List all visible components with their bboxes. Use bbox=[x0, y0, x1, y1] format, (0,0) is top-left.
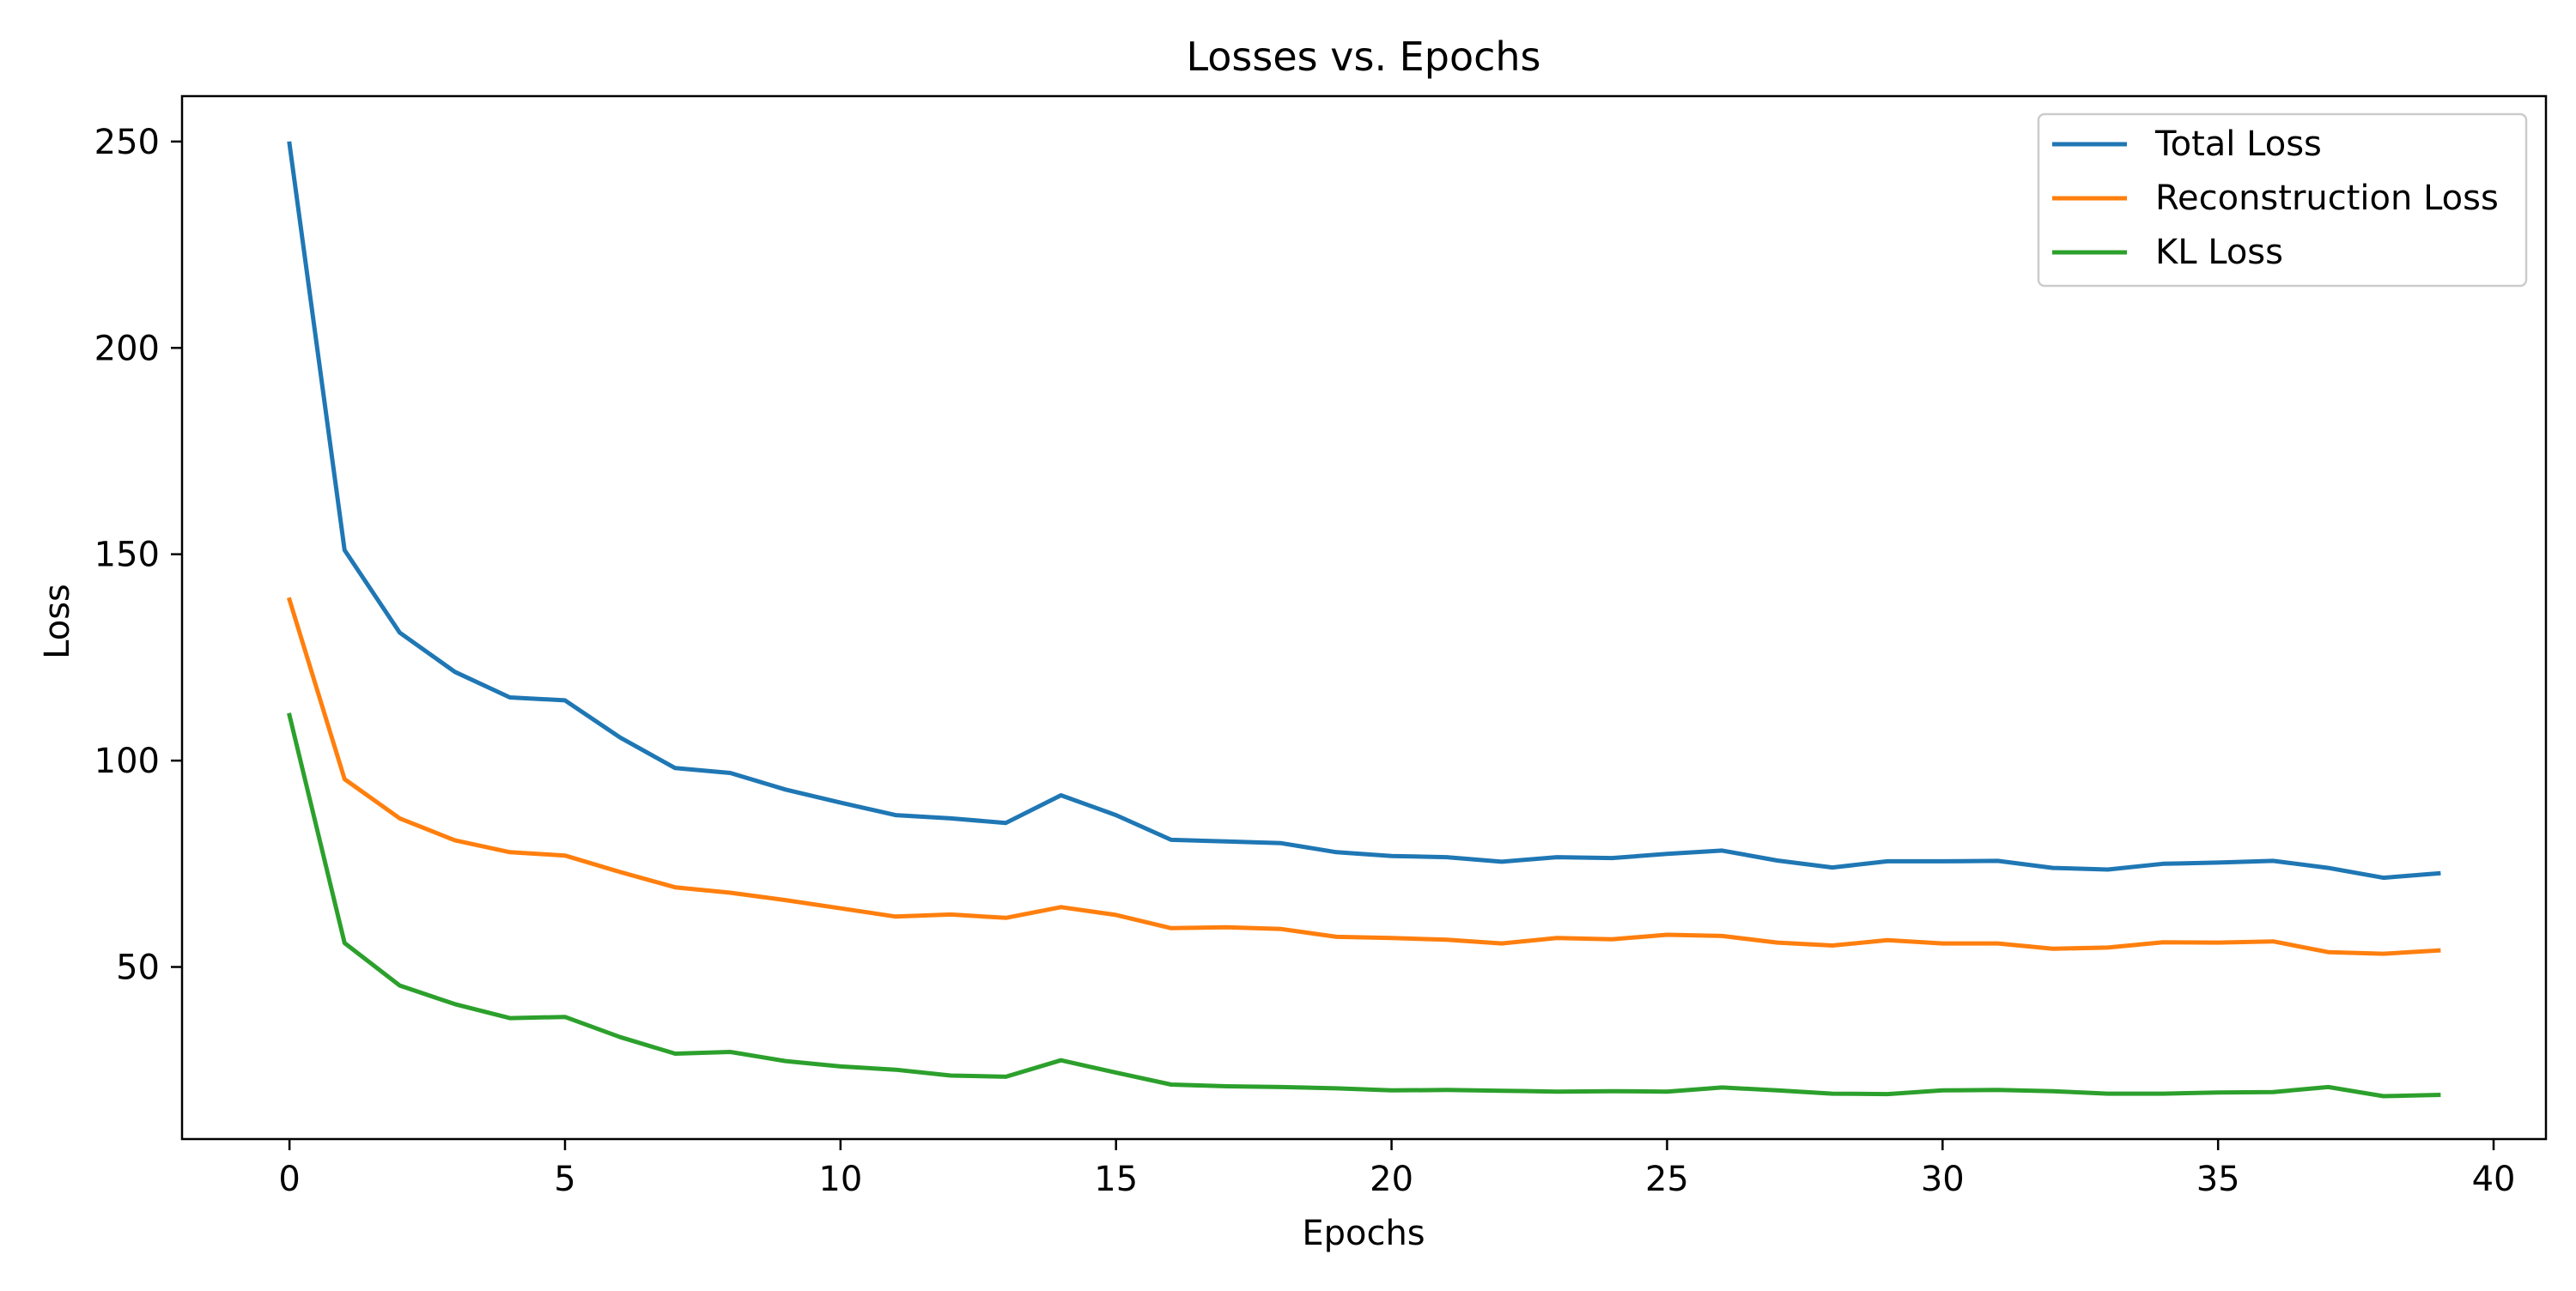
legend-label-reconstruction-loss: Reconstruction Loss bbox=[2155, 179, 2499, 218]
legend: Total Loss Reconstruction Loss KL Loss bbox=[2037, 112, 2528, 288]
y-axis-label: Loss bbox=[38, 584, 77, 659]
y-tick-label: 50 bbox=[116, 949, 160, 988]
series-lines bbox=[286, 141, 2441, 1099]
y-tick-label: 100 bbox=[94, 742, 160, 781]
series-line-kl-loss bbox=[287, 712, 2441, 1099]
x-tick-label: 5 bbox=[554, 1160, 575, 1199]
x-tick-label: 0 bbox=[278, 1160, 300, 1199]
x-tick-label: 10 bbox=[818, 1160, 862, 1199]
x-axis-label: Epochs bbox=[1302, 1214, 1425, 1253]
x-tick-label: 15 bbox=[1094, 1160, 1138, 1199]
x-tick-label: 25 bbox=[1645, 1160, 1689, 1199]
x-axis-ticks: 0 5 10 15 20 25 30 35 40 bbox=[278, 1139, 2515, 1199]
legend-label-kl-loss: KL Loss bbox=[2155, 233, 2283, 272]
legend-box bbox=[2037, 112, 2528, 288]
series-line-reconstruction-loss bbox=[286, 597, 2441, 956]
legend-label-total-loss: Total Loss bbox=[2154, 124, 2322, 164]
x-tick-label: 30 bbox=[1921, 1160, 1965, 1199]
x-tick-label: 20 bbox=[1370, 1160, 1413, 1199]
x-tick-label: 35 bbox=[2196, 1160, 2240, 1199]
y-tick-label: 150 bbox=[94, 536, 160, 575]
x-tick-label: 40 bbox=[2472, 1160, 2516, 1199]
chart-title: Losses vs. Epochs bbox=[1186, 33, 1540, 80]
y-tick-label: 250 bbox=[94, 123, 160, 162]
series-line-total-loss bbox=[287, 141, 2441, 881]
y-tick-label: 200 bbox=[94, 329, 160, 368]
plot-frame bbox=[180, 94, 2548, 1141]
y-axis-ticks: 50 100 150 200 250 bbox=[94, 123, 182, 988]
